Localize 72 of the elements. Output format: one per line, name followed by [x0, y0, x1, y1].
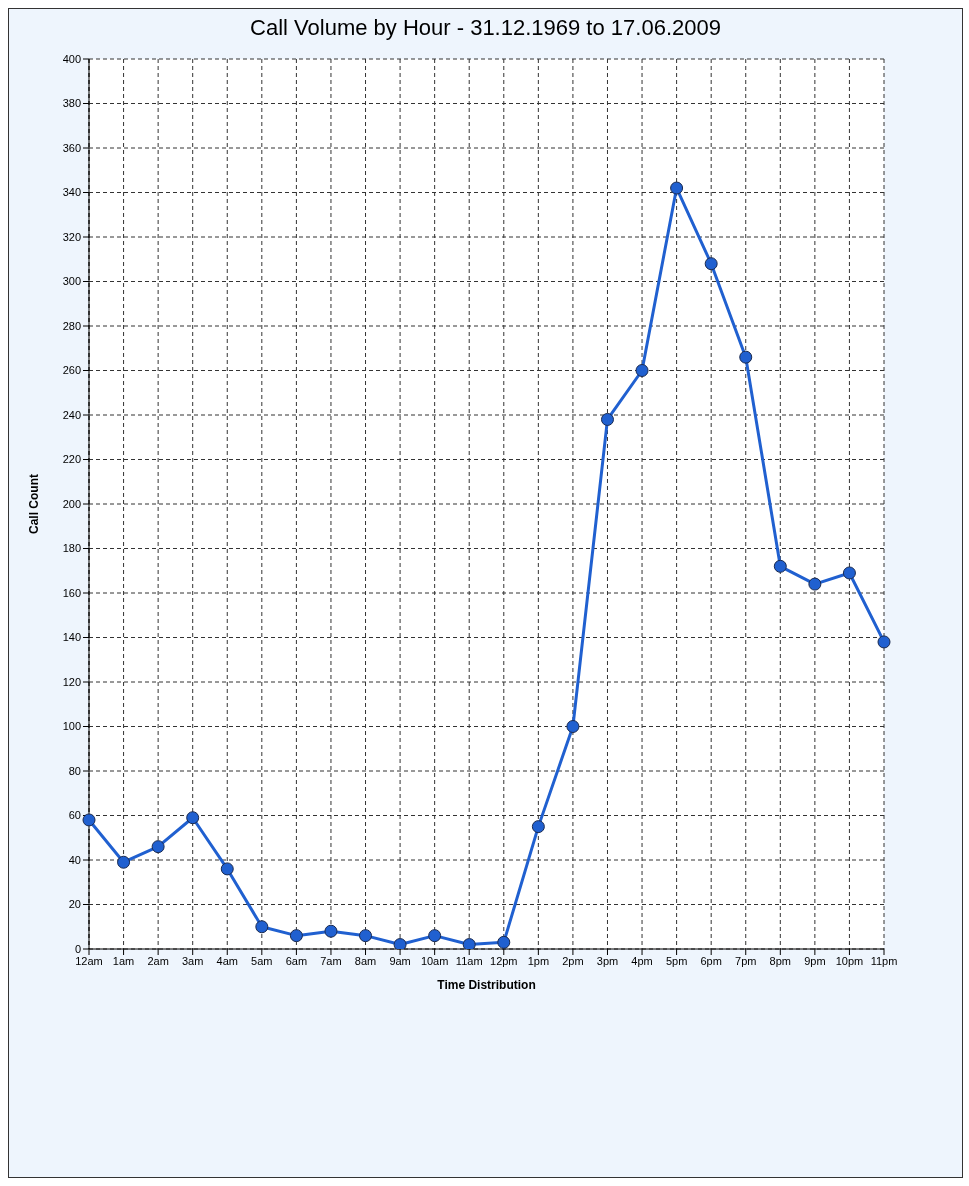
x-tick-label: 10am — [420, 954, 449, 967]
x-tick-label: 6pm — [700, 954, 722, 967]
point — [289, 929, 303, 943]
x-tick-label: 5pm — [665, 954, 688, 967]
point — [704, 257, 718, 271]
y-tick-label: 380 — [62, 97, 81, 110]
point — [566, 720, 580, 733]
y-tick-label: 400 — [62, 52, 81, 65]
point — [773, 559, 787, 573]
x-tick-label: 6am — [285, 954, 308, 967]
y-tick-label: 280 — [62, 319, 81, 332]
y-tick-label: 220 — [62, 453, 81, 466]
x-tick-label: 2am — [147, 954, 169, 967]
y-tick-label: 340 — [62, 186, 81, 199]
y-tick-label: 180 — [62, 542, 81, 555]
x-tick-label: 12am — [75, 954, 103, 967]
x-tick-label: 3am — [181, 954, 204, 967]
y-tick-label: 60 — [68, 809, 81, 822]
x-tick-label: 10pm — [835, 954, 864, 967]
x-tick-label: 1am — [112, 954, 135, 967]
point — [808, 577, 822, 591]
x-tick-label: 8pm — [769, 954, 792, 967]
x-axis-title: Time Distribution — [437, 978, 536, 992]
point — [393, 938, 407, 949]
point — [359, 929, 373, 943]
x-tick-label: 9pm — [804, 954, 826, 967]
y-tick-label: 320 — [62, 230, 81, 243]
point — [462, 938, 476, 949]
point — [600, 412, 614, 426]
x-tick-label: 8am — [354, 954, 377, 967]
y-tick-label: 160 — [62, 586, 81, 599]
point — [117, 855, 131, 869]
y-tick-label: 40 — [68, 853, 81, 866]
point — [428, 929, 442, 943]
y-tick-label: 80 — [68, 764, 81, 777]
x-tick-label: 5am — [251, 954, 273, 967]
point — [670, 181, 684, 195]
y-axis-title: Call Count — [27, 474, 42, 534]
point — [497, 935, 511, 949]
y-tick-label: 0 — [74, 942, 81, 955]
y-tick-label: 20 — [68, 898, 81, 911]
point — [877, 635, 891, 649]
chart-title: Call Volume by Hour - 31.12.1969 to 17.06.2009 — [249, 14, 722, 42]
y-tick-label: 200 — [62, 497, 81, 510]
point — [82, 813, 96, 827]
x-tick-label: 7pm — [735, 954, 757, 967]
y-tick-label: 240 — [62, 408, 81, 421]
point — [635, 364, 649, 377]
x-tick-label: 7am — [320, 954, 342, 967]
point — [220, 862, 234, 876]
x-tick-label: 11am — [455, 954, 483, 967]
point — [531, 820, 545, 834]
y-tick-label: 360 — [62, 141, 81, 154]
y-tick-label: 260 — [62, 364, 81, 377]
x-tick-label: 4am — [216, 954, 238, 967]
point — [255, 920, 269, 934]
x-tick-label: 12pm — [490, 954, 518, 967]
x-tick-label: 9am — [389, 954, 411, 967]
point — [151, 840, 165, 854]
point — [324, 924, 338, 938]
point — [739, 350, 753, 364]
y-tick-label: 140 — [62, 631, 81, 644]
point — [186, 811, 200, 825]
x-tick-label: 11pm — [870, 954, 898, 967]
y-tick-label: 120 — [62, 675, 81, 688]
y-tick-label: 100 — [62, 720, 81, 733]
y-tick-label: 300 — [62, 275, 81, 288]
x-tick-label: 2pm — [562, 954, 584, 967]
point — [842, 566, 856, 580]
x-tick-label: 1pm — [527, 954, 550, 967]
x-tick-label: 4pm — [631, 954, 653, 967]
x-tick-label: 3pm — [596, 954, 619, 967]
